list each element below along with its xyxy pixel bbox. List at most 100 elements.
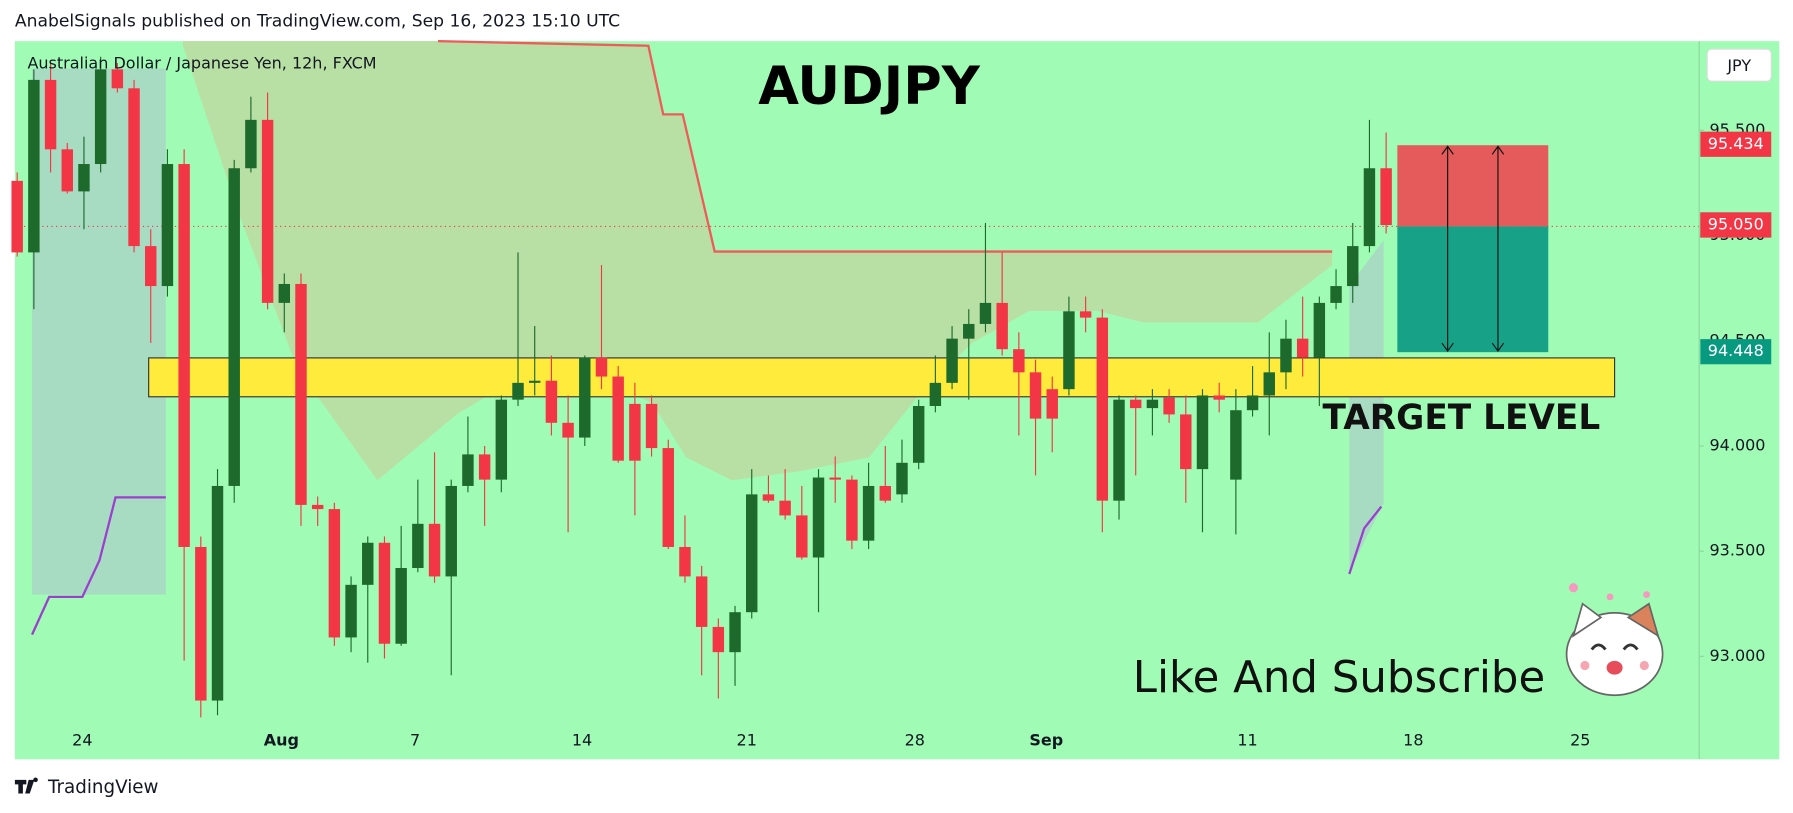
candle-body	[261, 119, 274, 303]
price-badge-label: 95.434	[1708, 134, 1764, 153]
candle-body	[445, 485, 457, 577]
x-tick-label: 25	[1570, 730, 1590, 749]
candle-body	[195, 546, 207, 701]
candle-body	[963, 323, 975, 339]
candle-body	[395, 568, 407, 644]
candle-body	[996, 302, 1008, 350]
y-tick-label: 93.000	[1709, 646, 1765, 665]
target-zone	[148, 357, 1616, 398]
currency: JPY	[1726, 56, 1751, 75]
stop-box	[1397, 145, 1549, 227]
x-tick-label: Sep	[1029, 730, 1063, 749]
candle-body	[829, 477, 841, 480]
candle-body	[1180, 414, 1192, 470]
candle-body	[612, 376, 624, 461]
arrows	[1441, 145, 1505, 353]
candle-body	[796, 515, 808, 558]
candle-body	[846, 479, 858, 541]
y-tick-label: 94.000	[1709, 435, 1765, 454]
brand	[14, 777, 38, 794]
candle-body	[762, 494, 775, 501]
x-tick-label: Aug	[264, 730, 299, 749]
mascot	[1565, 583, 1664, 697]
price-badge	[1700, 131, 1772, 157]
annotation: TARGET LEVEL	[1323, 398, 1601, 438]
candle-body	[1046, 389, 1058, 419]
candle-body	[178, 164, 190, 547]
annotation: Like And Subscribe	[1133, 653, 1545, 703]
candle-body	[695, 576, 708, 627]
candle-body	[662, 448, 674, 547]
candle-body	[912, 405, 925, 463]
candle-body	[278, 283, 291, 303]
price-badge-label: 95.050	[1708, 215, 1764, 234]
x-tick-label: 11	[1237, 730, 1257, 749]
candle-body	[528, 380, 541, 383]
candle-body	[1213, 395, 1225, 400]
candle-body	[128, 88, 140, 247]
candle-body	[1347, 246, 1359, 287]
candle-body	[1113, 399, 1125, 501]
candle-body	[111, 69, 124, 89]
candle-body	[378, 542, 391, 644]
candle-body	[478, 454, 491, 480]
footer-brand: TradingView	[47, 777, 159, 798]
candle-body	[679, 546, 691, 577]
candle-body	[161, 164, 174, 287]
candle-body	[44, 79, 57, 150]
candle-body	[629, 403, 641, 461]
candle-body	[1230, 410, 1242, 480]
candle-body	[211, 485, 224, 701]
candle-body	[896, 462, 908, 495]
candle-body	[462, 454, 474, 486]
chart-title: AUDJPY	[758, 56, 981, 117]
candle-body	[729, 612, 741, 653]
candle-body	[579, 357, 591, 438]
candle-body	[228, 168, 240, 486]
chart-subtitle: Australian Dollar / Japanese Yen, 12h, F…	[27, 54, 376, 73]
price-badge	[1700, 339, 1772, 365]
candle-body	[428, 523, 441, 577]
candle-body	[1280, 338, 1292, 373]
candle-body	[94, 69, 107, 165]
candle-body	[562, 422, 574, 438]
candle-body	[512, 382, 524, 400]
candle-body	[812, 477, 825, 558]
x-tick-label: 21	[737, 730, 757, 749]
candle-body	[1380, 168, 1392, 226]
candle-body	[28, 79, 40, 253]
candle-body	[412, 523, 424, 569]
indicator-line	[31, 496, 166, 636]
candle-body	[1146, 399, 1159, 409]
candle-body	[1029, 372, 1042, 419]
candles	[11, 56, 1392, 718]
candle-body	[1263, 372, 1275, 396]
candle-body	[145, 246, 157, 287]
x-tick-label: 28	[905, 730, 925, 749]
candle-body	[1013, 349, 1025, 373]
candle-body	[1313, 302, 1326, 358]
candle-body	[11, 180, 23, 253]
candle-body	[78, 164, 90, 192]
cloud	[1349, 240, 1384, 572]
x-tick-label: 18	[1403, 730, 1423, 749]
candle-body	[1330, 286, 1342, 303]
x-tick-label: 24	[72, 730, 92, 749]
currency-badge	[1706, 48, 1772, 82]
candle-body	[862, 485, 875, 541]
candle-body	[1063, 311, 1075, 390]
y-tick-label: 93.500	[1709, 541, 1765, 560]
candle-body	[362, 542, 374, 585]
x-tick-label: 14	[572, 730, 592, 749]
candle-body	[295, 283, 307, 505]
candle-body	[245, 119, 257, 169]
candle-body	[1196, 395, 1209, 470]
candle-body	[345, 584, 357, 638]
candle-body	[545, 380, 558, 423]
candle-body	[1363, 168, 1376, 247]
candle-body	[1246, 395, 1259, 411]
candle-body	[311, 504, 324, 510]
indicator-line	[437, 40, 1333, 253]
